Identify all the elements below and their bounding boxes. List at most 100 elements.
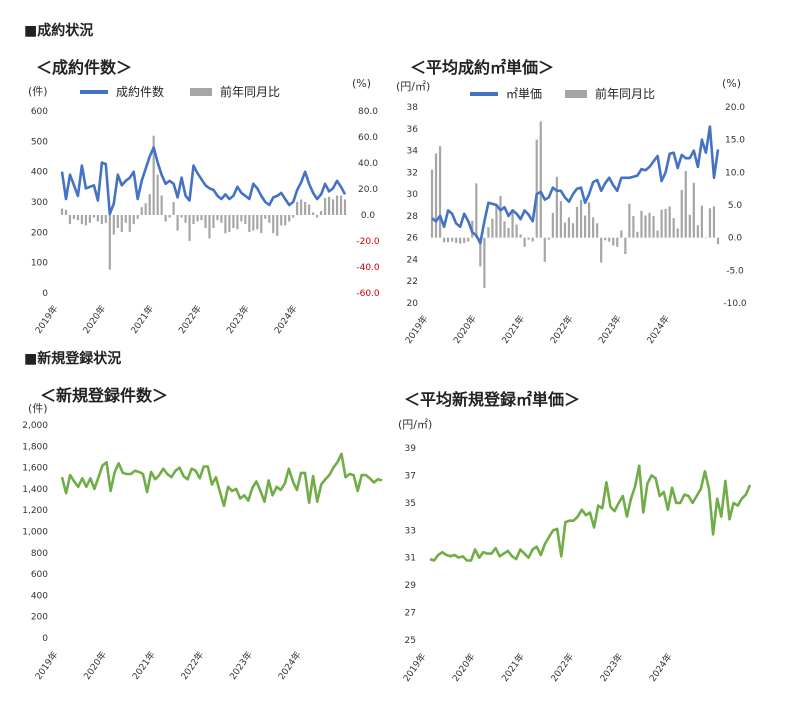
bar [555, 176, 558, 238]
bar [136, 215, 139, 219]
bar [200, 215, 203, 221]
legend-bar-swatch [190, 88, 212, 96]
y-tick-label: 31 [405, 554, 416, 564]
y-axis-unit: (円/㎡) [398, 418, 432, 431]
bar [583, 215, 587, 238]
series-line [431, 125, 720, 245]
bar [467, 237, 470, 242]
bar [451, 237, 454, 242]
bar [196, 215, 199, 222]
bar [216, 215, 219, 221]
y2-tick-label: 10.0 [725, 168, 745, 178]
section-title-new-listings: ■新規登録状況 [24, 351, 122, 367]
bar [434, 153, 438, 238]
y-tick-label: 1,400 [22, 485, 48, 495]
bar [442, 237, 446, 243]
bar [680, 189, 683, 238]
bar [515, 224, 518, 238]
y-tick-label: 27 [405, 609, 416, 619]
chart-3: 25 27 29 31 33 35 37 39 (円/㎡) 2019年 2020年 2021年 2022… [398, 418, 752, 684]
bar [236, 215, 239, 230]
y-tick-label: 300 [31, 198, 48, 208]
x-tick-label: 2021年 [128, 303, 156, 336]
legend-line-label: 成約件数 [116, 84, 164, 99]
bar [172, 202, 175, 215]
bar [547, 237, 550, 240]
legend-bar-label: 前年同月比 [220, 84, 280, 99]
bar [712, 206, 716, 238]
bar [323, 198, 327, 215]
chart-0: 0 100 200 300 400 500 600 (件) 2019年 2020年 2021年 202… [28, 77, 380, 336]
x-tick-label: 2021年 [130, 649, 158, 682]
series-line [429, 464, 752, 562]
bar [507, 227, 510, 238]
bar [487, 227, 490, 238]
bar [312, 212, 315, 215]
y-tick-label: 1,000 [22, 528, 48, 538]
bar [248, 215, 251, 232]
bar [304, 202, 307, 215]
bar [327, 196, 331, 215]
bar [300, 199, 303, 215]
y-tick-label: 1,600 [22, 464, 48, 474]
bar [676, 228, 679, 238]
bar [188, 215, 191, 241]
x-tick-label: 2023年 [224, 303, 252, 336]
x-tick-label: 2021年 [499, 313, 527, 346]
bar [539, 121, 542, 238]
bar [616, 237, 619, 247]
bar [648, 212, 651, 238]
x-tick-label: 2022年 [176, 303, 204, 336]
y-tick-label: 20 [407, 299, 419, 309]
bar [331, 199, 335, 215]
bar [68, 215, 72, 225]
bar [579, 199, 583, 238]
legend-bar-label: 前年同月比 [595, 86, 655, 101]
x-tick-label: 2023年 [227, 649, 255, 682]
bar [455, 237, 458, 243]
y2-tick-label: 0.0 [728, 234, 743, 244]
legend-line-label: ㎡単価 [506, 87, 542, 101]
y2-tick-label: 60.0 [358, 133, 378, 143]
bar [264, 215, 267, 219]
y-tick-label: 1,200 [22, 506, 48, 516]
bar [668, 206, 671, 238]
y-tick-label: 28 [407, 212, 419, 222]
y-tick-label: 38 [407, 103, 419, 113]
y-axis-unit: (件) [28, 402, 48, 415]
y2-tick-label: -60.0 [356, 289, 380, 299]
bar [624, 237, 627, 254]
bar [244, 215, 247, 225]
x-tick-label: 2024年 [644, 313, 672, 346]
y-tick-label: 36 [407, 125, 419, 135]
x-tick-label: 2019年 [402, 313, 430, 346]
y2-tick-label: 80.0 [358, 107, 378, 117]
y2-tick-label: -20.0 [356, 237, 380, 247]
y-tick-label: 500 [31, 137, 48, 147]
bar [535, 139, 538, 238]
bar [430, 169, 434, 238]
bar [288, 215, 291, 222]
bar [96, 215, 99, 222]
bar [551, 212, 554, 238]
bar [688, 214, 691, 238]
bar [656, 230, 659, 238]
bar [272, 215, 275, 234]
bar [280, 215, 283, 226]
series-line [60, 146, 347, 216]
y-tick-label: 1,800 [22, 442, 48, 452]
x-tick-label: 2022年 [178, 649, 206, 682]
bar [531, 237, 534, 242]
bar [704, 237, 708, 239]
chart-2: 0 200 400 600 800 1,000 1,200 1,400 1,600 1,800 2,… [22, 402, 383, 682]
bar [459, 237, 462, 244]
bar [696, 225, 699, 238]
y-tick-label: 39 [405, 444, 417, 454]
y-tick-label: 34 [407, 147, 419, 157]
y-tick-label: 0 [42, 289, 48, 299]
bar [672, 218, 675, 238]
y-tick-label: 37 [405, 471, 416, 481]
y-tick-label: 35 [405, 499, 416, 509]
y-tick-label: 26 [407, 234, 419, 244]
bar [120, 215, 123, 232]
